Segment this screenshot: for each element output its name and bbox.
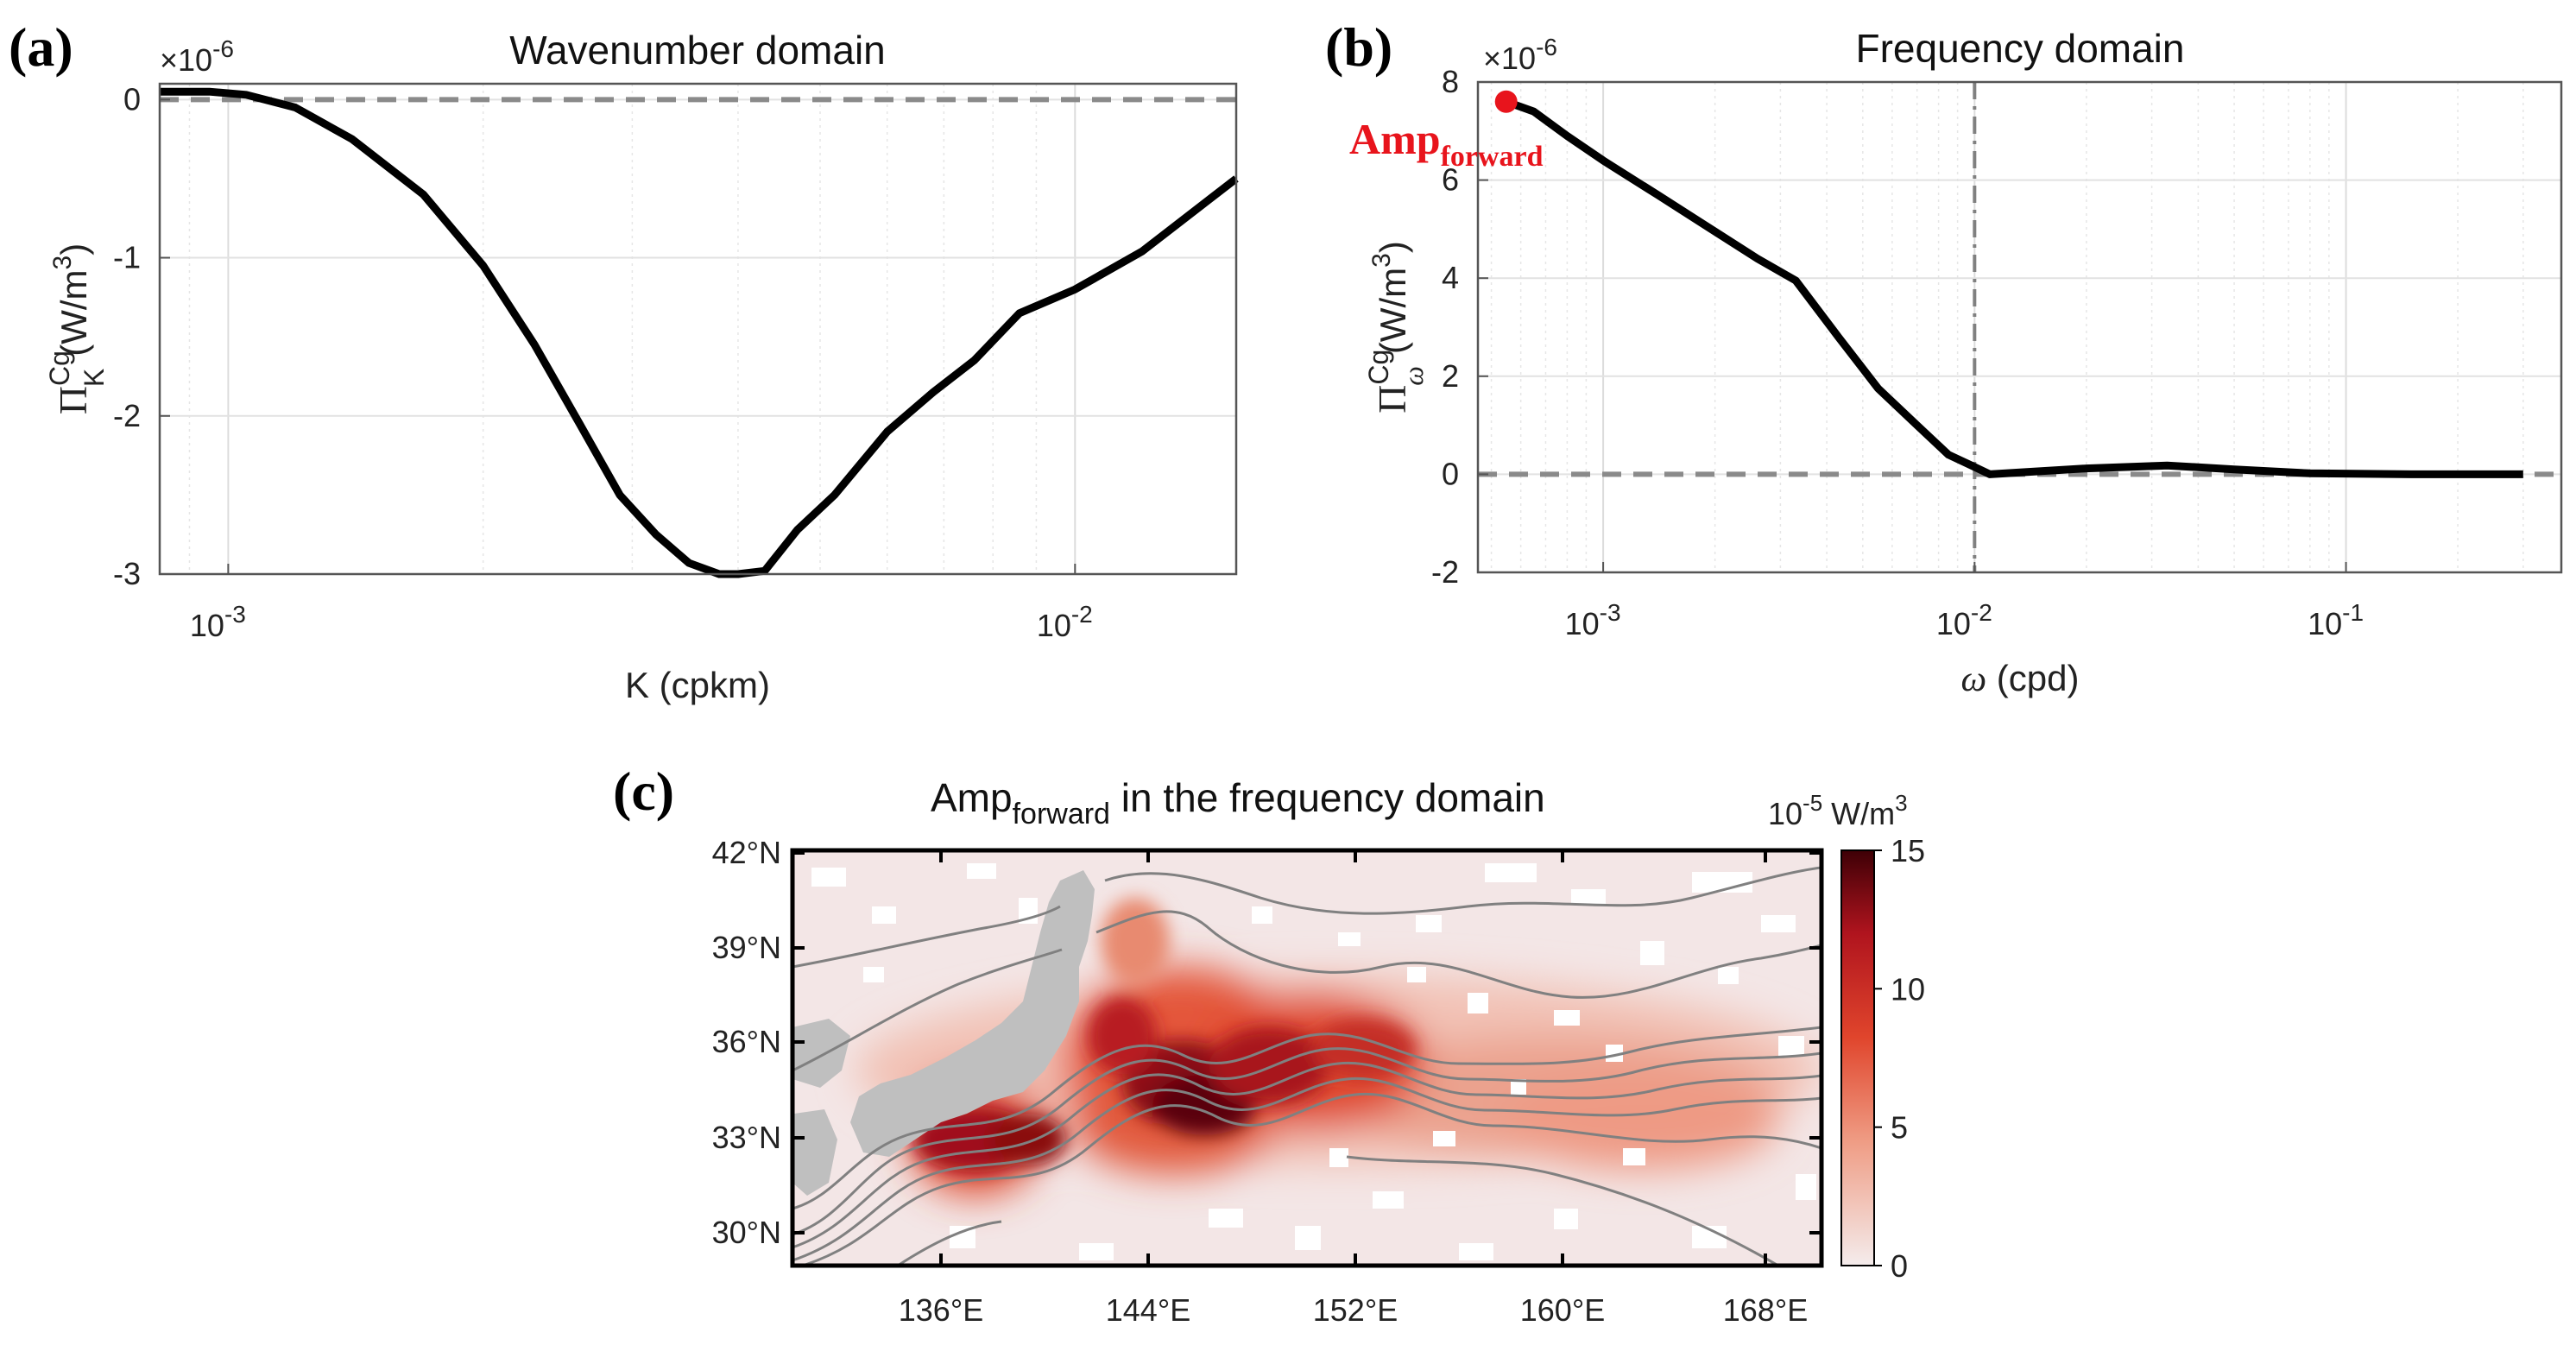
colorbar — [1841, 850, 1874, 1266]
panel-a-axes-box — [158, 82, 1238, 576]
panel-b-xlabel: ω (cpd) — [1960, 658, 2079, 699]
map-longitude-labels: 136°E 144°E 152°E 160°E 168°E — [899, 1292, 1808, 1328]
land-kyushu — [792, 1109, 837, 1196]
map-latitude-labels: 42°N 39°N 36°N 33°N 30°N — [712, 835, 781, 1250]
panel-c: 136°E 144°E 152°E 160°E 168°E 42°N 39°N … — [613, 761, 1925, 1328]
panel-a-x-tick-label: 10-2 — [1037, 601, 1093, 643]
panel-b-series-line — [1505, 98, 2523, 478]
panel-a: 0 -1 -2 -3 10-3 10-2 (a) Wavenumber domain ×1… — [9, 16, 1239, 705]
panel-a-tick-labels: 0 -1 -2 -3 10-3 10-2 — [113, 81, 1093, 643]
lon-label: 160°E — [1520, 1292, 1605, 1328]
panel-a-x-tick-label: 10-3 — [190, 601, 246, 643]
lon-label: 136°E — [899, 1292, 983, 1328]
panel-a-y-tick-label: -3 — [113, 556, 141, 591]
panel-b-y-tick-label: 8 — [1442, 64, 1459, 99]
colorbar-tick-label: 15 — [1891, 833, 1925, 868]
panel-b-y-tick-label: 0 — [1442, 456, 1459, 491]
panel-b-y-tick-label: 4 — [1442, 260, 1459, 295]
lat-label: 36°N — [712, 1024, 781, 1059]
panel-b-title: Frequency domain — [1856, 26, 2185, 71]
colorbar-tick-label: 10 — [1891, 971, 1925, 1007]
panel-b-ylabel: ΠCg ω(W/m3) — [1363, 241, 1429, 414]
map-tick-marks — [792, 850, 1822, 1266]
land-korea — [792, 1019, 850, 1088]
panel-b-y-tick-label: -2 — [1431, 554, 1459, 590]
panel-b-axes-box — [1476, 80, 2563, 574]
panel-b-x-tick-label: 10-1 — [2308, 599, 2364, 641]
panel-a-y-tick-label: -1 — [113, 240, 141, 275]
colorbar-tick-label: 0 — [1891, 1248, 1908, 1284]
colorbar-unit-label: 10-5 W/m3 — [1768, 790, 1908, 831]
panel-c-label: (c) — [613, 761, 674, 822]
map-frame — [790, 848, 1824, 1268]
panel-a-ylabel: ΠCg K(W/m3) — [44, 243, 110, 414]
panel-b: 8 6 4 2 0 -2 10-3 10-2 10-1 (b) Frequency domain… — [1325, 16, 2563, 699]
heatmap-field — [792, 850, 1822, 1266]
colorbar-ticks: 15 10 5 0 — [1874, 833, 1925, 1284]
panel-b-y-tick-label: 2 — [1442, 358, 1459, 394]
panel-a-title: Wavenumber domain — [509, 28, 886, 73]
lat-label: 39°N — [712, 930, 781, 965]
panel-b-tick-labels: 8 6 4 2 0 -2 10-3 10-2 10-1 — [1431, 64, 2364, 641]
lon-label: 144°E — [1106, 1292, 1190, 1328]
lat-label: 42°N — [712, 835, 781, 870]
panel-b-exponent: ×10-6 — [1483, 34, 1557, 76]
land-japan — [850, 870, 1095, 1157]
panel-b-x-tick-label: 10-2 — [1936, 599, 1992, 641]
panel-a-exponent: ×10-6 — [160, 35, 234, 78]
lat-label: 33°N — [712, 1120, 781, 1155]
panel-c-title: Ampforward in the frequency domain — [931, 775, 1545, 830]
panel-b-x-tick-label: 10-3 — [1565, 599, 1621, 641]
panel-a-label: (a) — [9, 16, 73, 78]
colorbar-tick-label: 5 — [1891, 1110, 1908, 1146]
panel-a-series-line — [160, 87, 1239, 578]
panel-a-xlabel: K (cpkm) — [625, 665, 770, 705]
missing-data-cells — [811, 863, 1816, 1260]
amp-forward-marker — [1494, 90, 1518, 113]
amp-forward-label: Ampforward — [1349, 115, 1544, 173]
sea-surface-contours — [792, 866, 1822, 1266]
panel-a-y-tick-label: 0 — [123, 81, 141, 117]
colorbar-frame — [1840, 849, 1875, 1266]
panel-b-label: (b) — [1325, 16, 1392, 78]
lat-label: 30°N — [712, 1215, 781, 1250]
lon-label: 168°E — [1723, 1292, 1808, 1328]
panel-b-y-tick-label: 6 — [1442, 162, 1459, 198]
lon-label: 152°E — [1313, 1292, 1398, 1328]
panel-a-y-tick-label: -2 — [113, 398, 141, 433]
